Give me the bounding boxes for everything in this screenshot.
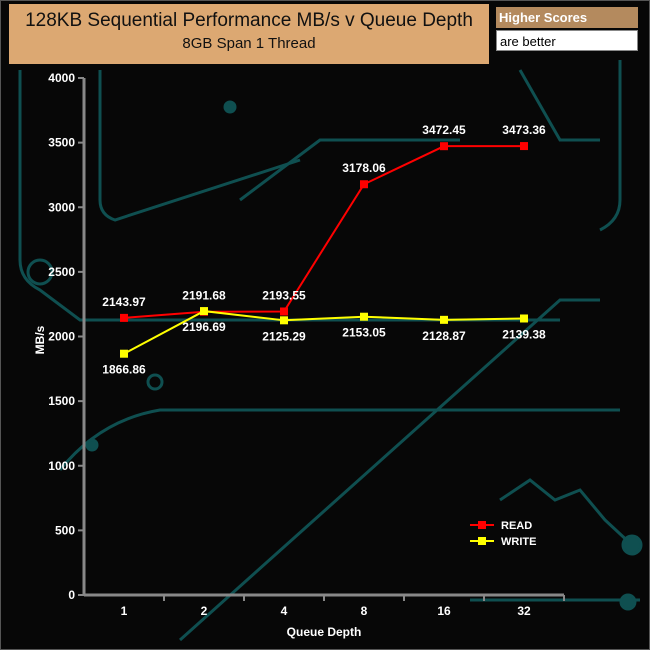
x-axis-label: Queue Depth	[287, 625, 362, 639]
data-label-write: 2196.69	[182, 320, 226, 334]
y-tick-label: 3000	[48, 200, 75, 214]
data-point-write	[200, 307, 208, 316]
y-tick-label: 3500	[48, 136, 75, 150]
x-tick-label: 8	[361, 604, 368, 618]
y-tick-label: 0	[68, 588, 75, 602]
data-point-read	[520, 142, 528, 151]
data-point-read	[120, 313, 128, 322]
higher-scores-badge: Higher Scores	[496, 7, 638, 28]
legend-marker-write	[478, 537, 486, 545]
data-label-write: 2128.87	[422, 329, 466, 343]
data-label-read: 3178.06	[342, 161, 386, 175]
chart-title: 128KB Sequential Performance MB/s v Queu…	[25, 10, 473, 31]
x-tick-label: 4	[281, 604, 288, 618]
title-box: 128KB Sequential Performance MB/s v Queu…	[9, 4, 489, 64]
y-tick-label: 2000	[48, 330, 75, 344]
circuit-background	[18, 60, 643, 642]
series-line-read	[123, 145, 525, 319]
data-label-write: 1866.86	[102, 363, 146, 377]
y-tick-label: 1000	[48, 459, 75, 473]
legend-label-write: WRITE	[501, 536, 536, 548]
data-label-read: 2193.55	[262, 288, 306, 302]
y-tick-label: 2500	[48, 265, 75, 279]
data-label-read: 2143.97	[102, 295, 146, 309]
y-tick-label: 4000	[48, 71, 75, 85]
data-label-read: 3472.45	[422, 123, 466, 137]
y-axis-label: MB/s	[33, 325, 47, 354]
legend-label-read: READ	[501, 520, 532, 532]
x-tick-label: 32	[517, 604, 531, 618]
are-better-badge: are better	[496, 30, 638, 51]
data-point-write	[360, 312, 368, 321]
chart-subtitle: 8GB Span 1 Thread	[182, 35, 316, 52]
data-label-read: 2191.68	[182, 289, 226, 303]
data-point-read	[440, 142, 448, 151]
x-tick-label: 16	[437, 604, 451, 618]
y-tick-label: 500	[55, 523, 75, 537]
series-line-write	[123, 310, 525, 355]
data-label-write: 2125.29	[262, 329, 306, 343]
data-label-write: 2153.05	[342, 326, 386, 340]
data-point-write	[520, 314, 528, 323]
data-label-read: 3473.36	[502, 123, 546, 137]
data-point-write	[280, 316, 288, 325]
data-point-write	[120, 349, 128, 358]
data-point-read	[360, 180, 368, 189]
data-point-read	[280, 307, 288, 316]
y-tick-label: 1500	[48, 394, 75, 408]
x-tick-label: 1	[121, 604, 128, 618]
x-tick-label: 2	[201, 604, 208, 618]
data-point-write	[440, 315, 448, 324]
data-label-write: 2139.38	[502, 327, 546, 341]
legend-marker-read	[478, 521, 486, 529]
